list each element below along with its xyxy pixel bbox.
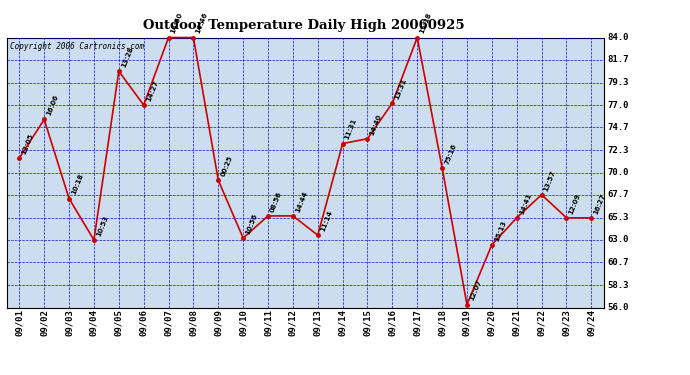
Text: 65.3: 65.3 (607, 213, 629, 222)
Text: 79.3: 79.3 (607, 78, 629, 87)
Text: 13:28: 13:28 (120, 46, 134, 69)
Text: 14:46: 14:46 (195, 12, 209, 35)
Text: 13:31: 13:31 (394, 77, 408, 100)
Text: 81.7: 81.7 (607, 55, 629, 64)
Text: 16:06: 16:06 (46, 94, 59, 117)
Text: 14:44: 14:44 (294, 190, 308, 213)
Text: 72.3: 72.3 (607, 146, 629, 155)
Text: 14:41: 14:41 (518, 192, 532, 215)
Text: 08:56: 08:56 (269, 190, 283, 213)
Text: 75:16: 75:16 (444, 142, 457, 165)
Text: 12:09: 12:09 (568, 192, 582, 215)
Text: 15:18: 15:18 (419, 12, 433, 35)
Text: 74.7: 74.7 (607, 123, 629, 132)
Text: 58.3: 58.3 (607, 281, 629, 290)
Text: 00:25: 00:25 (219, 155, 233, 177)
Text: Outdoor Temperature Daily High 20060925: Outdoor Temperature Daily High 20060925 (143, 19, 464, 32)
Text: 60.7: 60.7 (607, 258, 629, 267)
Text: 77.0: 77.0 (607, 100, 629, 109)
Text: 10:18: 10:18 (70, 173, 84, 196)
Text: 56.0: 56.0 (607, 303, 629, 312)
Text: 11:14: 11:14 (319, 209, 333, 232)
Text: 67.7: 67.7 (607, 190, 629, 199)
Text: 14:40: 14:40 (369, 113, 383, 136)
Text: 16:27: 16:27 (593, 192, 607, 215)
Text: 14:50: 14:50 (170, 12, 184, 35)
Text: 11:31: 11:31 (344, 118, 358, 141)
Text: 63.0: 63.0 (607, 236, 629, 244)
Text: 13:57: 13:57 (543, 169, 557, 192)
Text: 12:05: 12:05 (21, 133, 34, 155)
Text: 10:56: 10:56 (244, 213, 258, 235)
Text: 70.0: 70.0 (607, 168, 629, 177)
Text: 14:27: 14:27 (145, 80, 159, 102)
Text: Copyright 2006 Cartronics.com: Copyright 2006 Cartronics.com (10, 42, 144, 51)
Text: 15:13: 15:13 (493, 219, 507, 242)
Text: 10:53: 10:53 (95, 214, 109, 237)
Text: 84.0: 84.0 (607, 33, 629, 42)
Text: 12:07: 12:07 (469, 279, 482, 302)
